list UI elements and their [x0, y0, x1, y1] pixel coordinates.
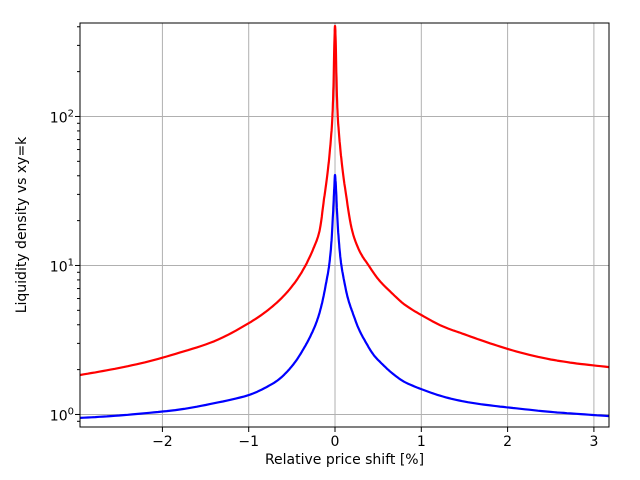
x-tick-label: 0: [331, 434, 340, 450]
plot-area: [80, 23, 609, 427]
curves-layer: [80, 24, 609, 419]
y-tick-labels: 100 101 102: [50, 109, 74, 425]
x-axis-label: Relative price shift [%]: [265, 452, 424, 468]
blue-curve: [80, 173, 609, 419]
x-tick-labels: −2 −1 0 1 2 3: [152, 434, 598, 450]
plot-border: [79, 22, 610, 428]
red-curve: [80, 24, 609, 377]
x-tick-label: 2: [503, 434, 512, 450]
y-tick-label: 100: [50, 407, 74, 425]
x-tick-label: −2: [152, 434, 173, 450]
x-tick-label: 3: [589, 434, 598, 450]
y-tick-label: 102: [50, 109, 74, 127]
x-tick-label: −1: [238, 434, 259, 450]
x-tick-label: 1: [417, 434, 426, 450]
tick-layer: [75, 26, 595, 432]
y-axis-label: Liquidity density vs xy=k: [14, 136, 30, 313]
y-tick-label: 101: [50, 258, 74, 276]
grid-layer: [80, 23, 609, 427]
